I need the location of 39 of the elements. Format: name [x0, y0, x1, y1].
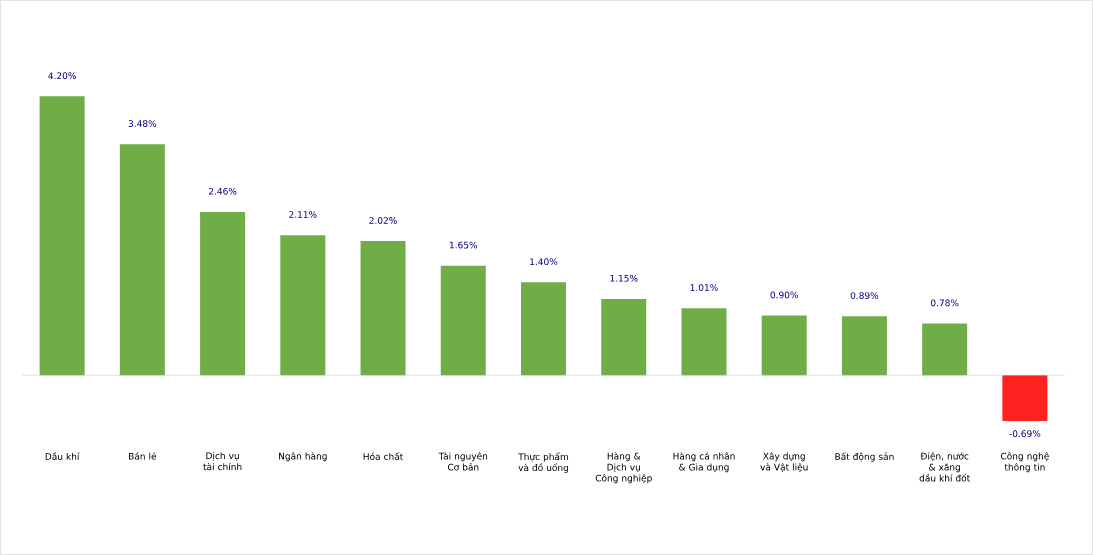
data-label: 1.15% — [610, 274, 638, 282]
bar — [601, 298, 647, 376]
bar — [841, 316, 887, 376]
x-tick-label: Dịch vụ tài chính — [203, 452, 242, 471]
bar — [440, 265, 486, 376]
bar — [39, 96, 85, 376]
x-tick-label: Điện, nước & xăng dầu khí đốt — [919, 452, 970, 482]
x-tick-label: Hóa chất — [363, 452, 404, 460]
data-label: 0.89% — [850, 292, 879, 299]
data-label: 0.90% — [770, 291, 798, 299]
data-label: 2.46% — [208, 187, 237, 195]
bar — [922, 323, 968, 376]
x-tick-label: Bất động sản — [835, 452, 894, 462]
x-tick-label: Công nghệ thông tin — [1000, 452, 1049, 473]
data-label: 2.11% — [289, 211, 317, 218]
bar — [200, 211, 246, 376]
data-label: 1.40% — [530, 258, 558, 266]
x-tick-label: Hàng & Dịch vụ Công nghiệp — [595, 452, 652, 484]
x-tick-label: Xây dựng và Vật liệu — [760, 452, 808, 473]
x-tick-label: Bán lẻ — [129, 452, 157, 460]
x-tick-label: Dầu khí — [45, 452, 80, 460]
data-label: 4.20% — [48, 72, 76, 80]
x-tick-label: Hàng cá nhân & Gia dụng — [673, 452, 735, 473]
data-label: -0.69% — [1009, 430, 1041, 438]
x-tick-label: Tài nguyên Cơ bản — [438, 452, 488, 471]
bar — [761, 315, 807, 376]
bar — [521, 282, 566, 376]
data-label: 1.01% — [690, 284, 718, 291]
data-label: 1.65% — [449, 241, 478, 249]
data-label: 0.78% — [930, 299, 959, 307]
bar — [280, 235, 326, 376]
x-tick-label: Ngân hàng — [279, 452, 327, 462]
bar — [1002, 375, 1048, 422]
bar — [360, 241, 406, 376]
data-label: 3.48% — [128, 120, 157, 127]
bar — [119, 144, 165, 376]
bar — [681, 308, 727, 376]
x-tick-label: Thực phẩm và đồ uống — [518, 452, 569, 473]
data-label: 2.02% — [369, 217, 397, 224]
